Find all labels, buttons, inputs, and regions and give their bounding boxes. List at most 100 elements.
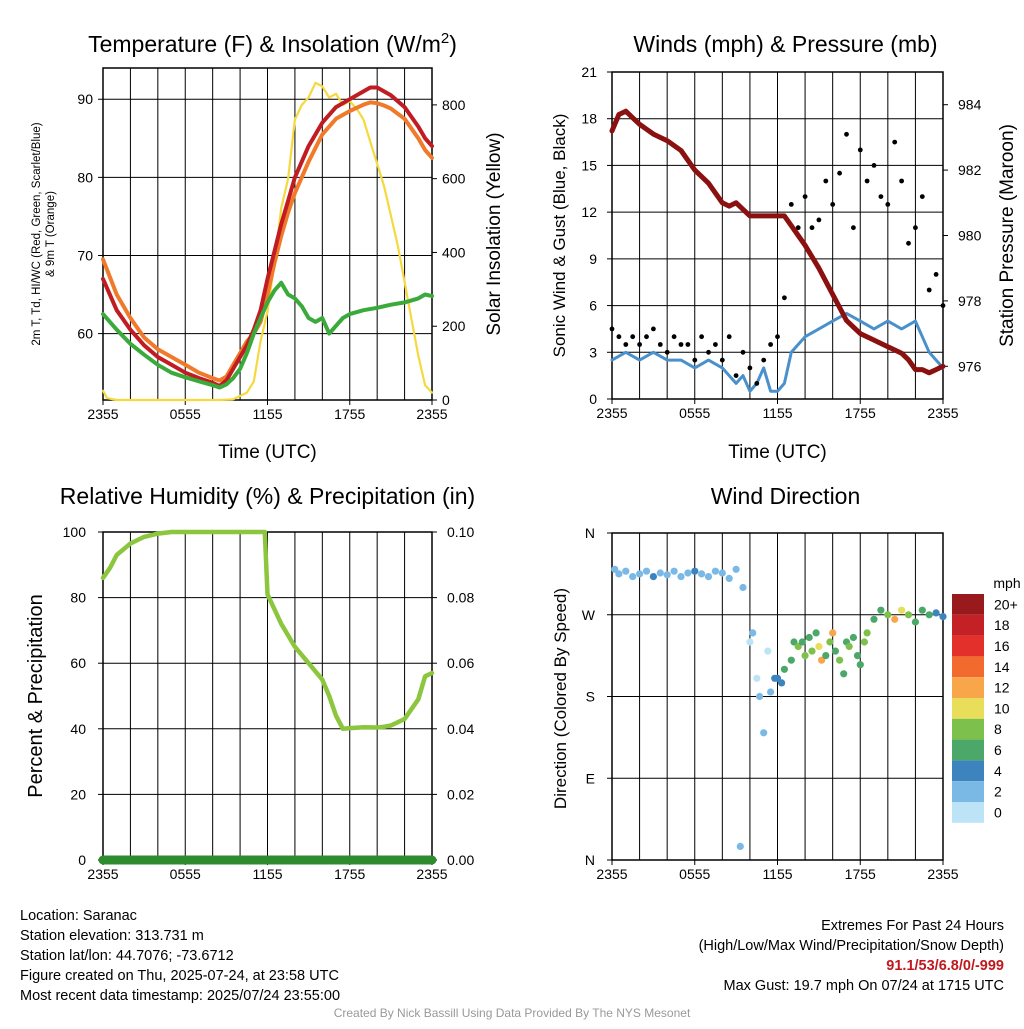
x-tick-label: 1155 bbox=[252, 866, 282, 882]
direction-ylabel: Direction (Colored By Speed) bbox=[551, 588, 570, 809]
direction-point bbox=[801, 652, 809, 660]
legend-label: 8 bbox=[994, 721, 1002, 737]
y-tick-label: 90 bbox=[77, 91, 93, 107]
x-tick-label: 1755 bbox=[334, 406, 365, 422]
direction-point bbox=[870, 615, 878, 623]
direction-point bbox=[773, 674, 782, 682]
y2-tick-label: 982 bbox=[958, 162, 982, 178]
gust-point bbox=[692, 357, 698, 363]
legend-label: 6 bbox=[994, 742, 1002, 758]
gust-point bbox=[906, 240, 911, 246]
direction-point bbox=[805, 633, 813, 642]
station-info: Location: Saranac Station elevation: 313… bbox=[20, 906, 340, 1006]
direction-point bbox=[670, 567, 678, 575]
x-tick-label: 1155 bbox=[762, 405, 792, 421]
direction-point bbox=[932, 609, 940, 617]
gust-point bbox=[782, 295, 787, 301]
direction-point bbox=[642, 567, 651, 575]
gust-point bbox=[837, 170, 842, 176]
direction-point bbox=[698, 570, 706, 578]
legend-swatch bbox=[952, 594, 984, 615]
direction-point bbox=[939, 613, 947, 621]
x-tick-label: 2355 bbox=[87, 866, 118, 882]
direction-point bbox=[746, 638, 754, 646]
y-tick-label: 100 bbox=[63, 524, 87, 540]
gust-point bbox=[609, 326, 615, 332]
direction-point bbox=[677, 573, 685, 581]
direction-point bbox=[622, 567, 630, 575]
y2-tick-label: 800 bbox=[442, 97, 466, 113]
legend-title: mph bbox=[993, 575, 1020, 591]
figure-created: Figure created on Thu, 2025-07-24, at 23… bbox=[20, 968, 339, 984]
direction-point bbox=[904, 611, 913, 619]
x-tick-label: 0555 bbox=[170, 406, 201, 422]
y-tick-label: 21 bbox=[581, 64, 597, 80]
y-tick-label: S bbox=[586, 689, 595, 705]
series-td bbox=[101, 280, 434, 390]
direction-point bbox=[863, 629, 871, 637]
direction-point bbox=[649, 573, 658, 581]
gust-point bbox=[664, 349, 670, 355]
direction-point bbox=[818, 656, 826, 664]
legend-label: 2 bbox=[994, 784, 1002, 800]
y2-tick-label: 0.08 bbox=[447, 590, 474, 606]
y2-tick-label: 400 bbox=[442, 244, 466, 260]
gust-point bbox=[851, 225, 856, 231]
direction-point bbox=[849, 633, 858, 642]
x-tick-label: 1155 bbox=[252, 406, 282, 422]
gust-point bbox=[706, 349, 711, 355]
direction-point bbox=[845, 642, 853, 651]
gust-point bbox=[644, 334, 649, 340]
legend-label: 20+ bbox=[994, 596, 1018, 612]
y-tick-label: W bbox=[582, 607, 596, 623]
legend-swatch bbox=[952, 635, 984, 657]
x-tick-label: 1755 bbox=[845, 405, 876, 421]
gust-point bbox=[623, 342, 629, 347]
gust-point bbox=[678, 342, 684, 347]
direction-point bbox=[760, 729, 768, 737]
legend-swatch bbox=[952, 781, 984, 802]
gust-point bbox=[726, 334, 732, 340]
gust-point bbox=[630, 334, 636, 340]
series-9m-t bbox=[101, 100, 434, 383]
gust-point bbox=[685, 342, 691, 347]
direction-point bbox=[822, 652, 830, 660]
gust-point bbox=[795, 225, 801, 231]
station-elevation: Station elevation: 313.731 m bbox=[20, 928, 204, 944]
y2-tick-label: 0.10 bbox=[447, 524, 474, 540]
direction-point bbox=[836, 656, 844, 664]
gust-point bbox=[892, 139, 898, 145]
series-2m-t bbox=[101, 85, 434, 388]
temperature-ylabel: 2m T, Td, HI/WC (Red, Green, Scarlet/Blu… bbox=[31, 122, 43, 345]
direction-point bbox=[787, 656, 795, 664]
y-tick-label: 9 bbox=[589, 251, 597, 267]
station-location: Location: Saranac bbox=[20, 908, 137, 924]
y-tick-label: 0 bbox=[78, 852, 86, 868]
y-tick-label: 60 bbox=[77, 326, 93, 342]
x-tick-label: 2355 bbox=[927, 866, 958, 882]
direction-title: Wind Direction bbox=[711, 483, 861, 509]
direction-point bbox=[767, 688, 775, 696]
y2-tick-label: 200 bbox=[442, 318, 466, 334]
y-tick-label: 70 bbox=[77, 247, 93, 263]
temperature-title: Temperature (F) & Insolation (W/m2) bbox=[88, 30, 457, 57]
legend-label: 0 bbox=[994, 804, 1002, 820]
direction-point bbox=[790, 638, 798, 646]
direction-point bbox=[663, 571, 671, 579]
y-tick-label: 18 bbox=[581, 111, 597, 127]
y-tick-label: 80 bbox=[77, 169, 93, 185]
direction-point bbox=[749, 629, 757, 637]
extremes-info: Extremes For Past 24 Hours (High/Low/Max… bbox=[699, 916, 1004, 996]
gust-point bbox=[926, 287, 932, 293]
gust-point bbox=[761, 357, 767, 363]
y-tick-label: N bbox=[585, 525, 595, 541]
winds-frame: 2355 0555 1155 1755 2355 bbox=[596, 71, 959, 421]
max-gust: Max Gust: 19.7 mph On 07/24 at 1715 UTC bbox=[723, 978, 1004, 994]
gust-point bbox=[816, 217, 822, 223]
direction-point bbox=[736, 842, 744, 851]
legend-label: 4 bbox=[994, 763, 1002, 779]
legend-swatch bbox=[952, 656, 984, 678]
x-tick-label: 2355 bbox=[87, 406, 118, 422]
legend-swatch bbox=[952, 760, 984, 782]
